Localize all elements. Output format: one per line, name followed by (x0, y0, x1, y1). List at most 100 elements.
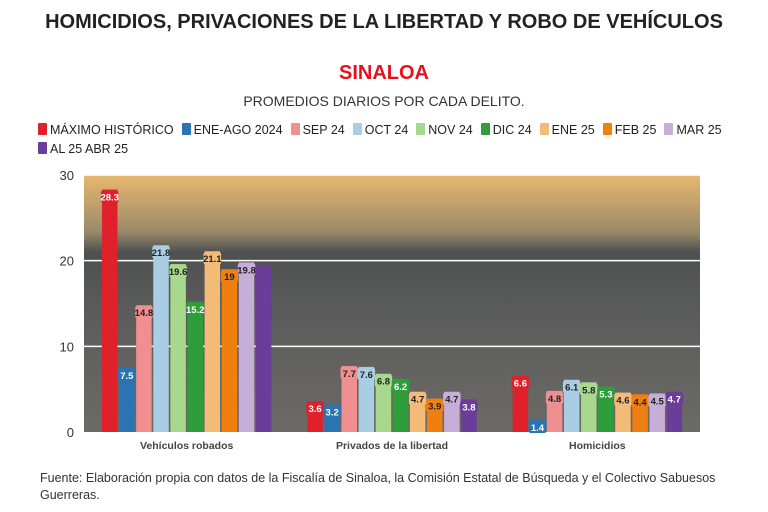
data-label: 15.2 (186, 305, 205, 316)
chart-title: HOMICIDIOS, PRIVACIONES DE LA LIBERTAD Y… (45, 11, 723, 33)
legend-label: SEP 24 (302, 123, 345, 137)
data-label: 21.8 (152, 248, 171, 259)
data-label: 5.3 (599, 390, 612, 401)
data-label: 7.5 (120, 371, 134, 382)
data-label-bg (580, 383, 598, 396)
bar (170, 264, 186, 432)
data-label-bg (237, 263, 256, 276)
data-label: 5.8 (582, 385, 595, 396)
legend-item: ENE-AGO 2024 (181, 121, 283, 140)
legend-swatch (664, 123, 674, 135)
legend-label: DIC 24 (492, 123, 532, 137)
legend-item: AL 25 ABR 25 (38, 140, 128, 159)
legend-label: MAR 25 (676, 123, 722, 137)
legend-item: NOV 24 (416, 121, 473, 140)
bar (187, 301, 203, 432)
data-label: 4.7 (668, 395, 681, 406)
data-label: 7.6 (360, 370, 373, 381)
bar (119, 367, 135, 432)
y-tick-label: 10 (60, 339, 74, 354)
data-label-bg (169, 265, 187, 278)
data-label: 28.3 (100, 193, 119, 204)
legend-swatch (38, 142, 47, 154)
legend-swatch (480, 123, 490, 135)
legend-label: NOV 24 (428, 123, 473, 137)
legend-swatch (352, 123, 362, 135)
legend-item: MAR 25 (664, 121, 722, 140)
data-label-bg (152, 246, 170, 259)
legend-item: DIC 24 (480, 121, 532, 140)
data-label-bg (426, 399, 444, 412)
data-label-bg (648, 394, 666, 407)
legend-item: MÁXIMO HISTÓRICO (38, 121, 174, 140)
data-label: 6.8 (377, 377, 390, 388)
legend-swatch (38, 123, 47, 135)
x-tick-label: Privados de la libertad (336, 440, 448, 452)
bar (375, 373, 392, 432)
data-label-bg (528, 421, 547, 434)
data-label: 4.6 (616, 396, 629, 407)
legend-label: MÁXIMO HISTÓRICO (50, 123, 174, 137)
legend-item: OCT 24 (352, 121, 409, 140)
x-tick-label: Vehículos robados (140, 440, 234, 452)
bar (136, 305, 152, 432)
data-label: 14.8 (135, 308, 154, 319)
x-tick-label: Homicidios (569, 440, 626, 452)
bar (153, 245, 169, 432)
bar (204, 251, 221, 432)
bar (238, 262, 255, 432)
data-label-bg (323, 405, 341, 418)
legend-swatch (181, 123, 191, 135)
data-label-bg (135, 306, 153, 319)
data-label: 4.7 (445, 395, 458, 406)
data-label: 4.8 (548, 394, 561, 405)
data-label: 1.4 (531, 423, 545, 434)
data-label: 19.6 (169, 267, 188, 278)
data-label-bg (203, 252, 222, 265)
data-label-bg (460, 400, 478, 413)
legend-item: ENE 25 (539, 121, 595, 140)
data-label-bg (665, 392, 684, 405)
bar (341, 366, 357, 432)
chart-region: SINALOA (339, 62, 429, 84)
data-label-bg (443, 392, 461, 405)
data-label-bg (545, 391, 564, 404)
bar (255, 264, 272, 432)
legend-label: ENE-AGO 2024 (193, 123, 283, 137)
legend-label: ENE 25 (551, 123, 595, 137)
data-label: 6.1 (565, 383, 579, 394)
y-tick-label: 30 (60, 168, 74, 183)
legend-label: AL 25 ABR 25 (50, 142, 129, 156)
legend-swatch (290, 123, 300, 135)
legend: MÁXIMO HISTÓRICO ENE-AGO 2024 SEP 24 OCT 24… (38, 121, 738, 159)
data-label: 3.6 (308, 404, 321, 415)
data-label: 3.9 (428, 402, 441, 413)
data-label: 6.6 (514, 378, 527, 389)
chart-subtitle: PROMEDIOS DIARIOS POR CADA DELITO. (243, 93, 525, 109)
data-label: 4.5 (651, 396, 665, 407)
data-label-bg (562, 380, 581, 393)
data-label-bg (597, 387, 615, 400)
data-label: 7.7 (343, 369, 356, 380)
y-tick-label: 0 (67, 425, 74, 440)
legend-item: FEB 25 (602, 121, 657, 140)
data-label: 19 (224, 272, 235, 283)
legend-label: FEB 25 (614, 123, 657, 137)
data-label: 6.2 (394, 382, 407, 393)
data-label: 3.8 (462, 402, 475, 413)
data-label-bg (614, 393, 632, 406)
legend-item: SEP 24 (290, 121, 345, 140)
legend-swatch (539, 123, 549, 135)
legend-label: OCT 24 (364, 123, 409, 137)
bar (563, 379, 580, 432)
y-tick-label: 20 (60, 254, 74, 269)
data-label-bg (118, 368, 136, 381)
data-label-bg (631, 395, 649, 408)
data-label-bg (340, 367, 358, 380)
data-label-bg (306, 402, 324, 415)
data-label: 19.8 (237, 265, 256, 276)
data-label-bg (100, 190, 119, 203)
source-note: Fuente: Elaboración propia con datos de … (40, 471, 716, 502)
bar (512, 375, 529, 432)
bar (101, 189, 118, 432)
